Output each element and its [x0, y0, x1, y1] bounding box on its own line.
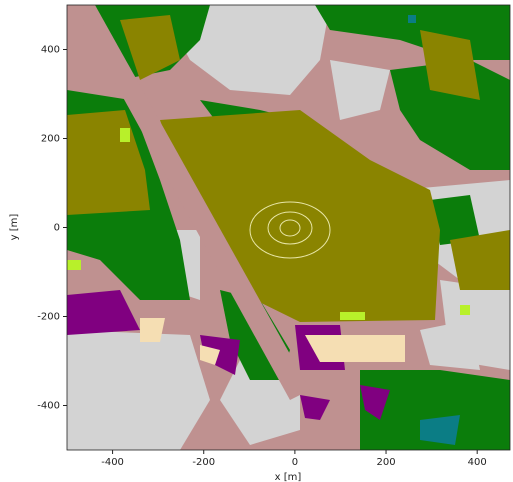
- x-tick-label: -200: [192, 457, 215, 468]
- y-tick-label: -200: [37, 312, 60, 323]
- y-tick-label: -400: [37, 401, 60, 412]
- x-tick-label: 200: [376, 457, 395, 468]
- x-tick-label: 0: [292, 457, 298, 468]
- y-axis-label: y [m]: [9, 214, 20, 241]
- x-axis-label: x [m]: [275, 472, 302, 482]
- x-tick-label: -400: [101, 457, 124, 468]
- land-cover-map: [67, 5, 510, 450]
- y-tick-label: 400: [41, 45, 60, 56]
- y-tick-label: 0: [54, 223, 60, 234]
- chart: x [m] y [m] -400 -200 0 200 400 -400 -200 0 200 4…: [0, 0, 513, 482]
- x-tick-label: 400: [468, 457, 487, 468]
- y-tick-label: 200: [41, 134, 60, 145]
